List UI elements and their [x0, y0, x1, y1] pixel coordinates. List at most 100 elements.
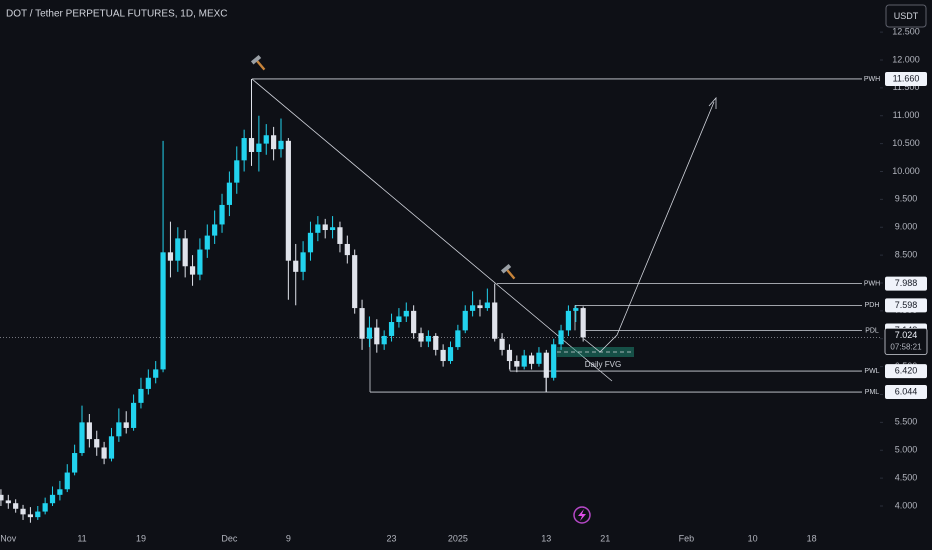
replay-icon[interactable]	[573, 506, 591, 524]
countdown-label: 07:58:21	[890, 343, 922, 352]
level-name: PWH	[864, 76, 880, 83]
level-name: PDH	[865, 302, 880, 309]
candle-body	[27, 514, 34, 518]
candle-body	[138, 388, 144, 403]
x-tick-label: 10	[748, 533, 758, 543]
level-price-label: 11.660	[893, 73, 920, 83]
candle-body	[160, 252, 166, 370]
candle-body	[514, 361, 520, 367]
candle-body	[0, 494, 4, 501]
candle-body	[234, 160, 240, 183]
level-name: PDL	[865, 327, 879, 334]
candle-body	[433, 335, 439, 350]
candle-body	[293, 260, 299, 272]
candle-body	[573, 308, 579, 311]
currency-button[interactable]	[885, 4, 927, 28]
candle-body	[396, 316, 402, 323]
replay-bolt[interactable]	[578, 509, 586, 521]
candle-body	[580, 308, 586, 338]
candle-body	[558, 330, 564, 345]
y-tick-label: 12.000	[892, 54, 920, 64]
candle-body	[411, 310, 417, 334]
candle-body	[94, 439, 100, 448]
candle-body	[551, 344, 557, 378]
y-tick-label: 9.000	[895, 222, 918, 232]
candle-body	[86, 422, 92, 440]
candle-body	[492, 302, 498, 339]
hammer-icon	[250, 54, 266, 71]
candle-body	[403, 310, 409, 317]
candle-body	[366, 327, 373, 339]
candle-body	[167, 252, 174, 261]
candle-body	[455, 330, 461, 348]
y-tick-label: 5.000	[895, 445, 918, 455]
candle-body	[506, 349, 513, 362]
level-price-label: 7.988	[895, 278, 918, 288]
candle-body	[521, 355, 527, 367]
candle-body	[300, 252, 306, 272]
level-price-box	[885, 276, 927, 291]
candle-body	[153, 369, 159, 378]
projection-arrowhead	[708, 96, 717, 109]
candle-body	[344, 243, 350, 256]
candle-body	[72, 453, 78, 473]
candle-body	[57, 489, 63, 495]
x-tick-label: 19	[136, 533, 146, 543]
current-price-box	[884, 328, 928, 355]
y-tick-label: 11.000	[893, 110, 920, 120]
candle-body	[35, 511, 41, 518]
candle-body	[477, 305, 483, 309]
candle-body	[418, 333, 424, 342]
candle-body	[13, 503, 19, 509]
candle-body	[226, 182, 232, 205]
x-tick-label: 13	[541, 533, 551, 543]
candle-body	[42, 503, 48, 512]
level-price-box	[885, 364, 927, 379]
x-tick-label: Feb	[679, 533, 695, 543]
candle-body	[337, 227, 343, 244]
y-tick-label: 12.500	[892, 26, 920, 36]
candle-body	[447, 347, 454, 362]
candle-body	[64, 472, 70, 490]
level-name: PWL	[864, 368, 879, 375]
level-name: PWH	[864, 281, 880, 288]
candle-body	[499, 338, 505, 350]
candle-body	[470, 305, 476, 311]
candle-body	[315, 224, 321, 233]
candle-body	[49, 494, 56, 504]
x-tick-label: 9	[286, 533, 291, 543]
y-tick-label: 9.500	[895, 194, 918, 204]
x-tick-label: 18	[807, 533, 817, 543]
candle-body	[565, 310, 572, 331]
candle-body	[278, 140, 284, 150]
candle-body	[543, 352, 549, 378]
projection-path	[583, 101, 715, 353]
candle-body	[241, 138, 247, 161]
candle-body	[5, 500, 11, 504]
candle-body	[108, 436, 115, 459]
level-price-label: 7.598	[895, 300, 918, 310]
y-tick-label: 8.500	[895, 249, 918, 259]
currency-label[interactable]: USDT	[894, 11, 919, 21]
x-tick-label: 21	[600, 533, 610, 543]
x-tick-label: Dec	[221, 533, 238, 543]
y-tick-label: 11.500	[893, 82, 920, 92]
trend-line	[251, 78, 613, 382]
candle-body	[123, 422, 129, 428]
candle-body	[145, 377, 151, 389]
x-tick-label: Nov	[0, 533, 17, 543]
y-tick-label: 4.500	[895, 472, 918, 482]
level-price-box	[885, 71, 927, 86]
candle-body	[307, 232, 314, 253]
level-price-label: 6.044	[895, 386, 918, 396]
level-price-box	[885, 298, 927, 313]
candle-body	[359, 308, 365, 339]
chart-title: DOT / Tether PERPETUAL FUTURES, 1D, MEXC	[6, 9, 228, 20]
hammer-icon	[500, 263, 516, 280]
candle-body	[189, 266, 196, 275]
candle-body	[285, 140, 291, 261]
candle-body	[322, 224, 328, 231]
x-tick-label: 2025	[448, 533, 468, 543]
